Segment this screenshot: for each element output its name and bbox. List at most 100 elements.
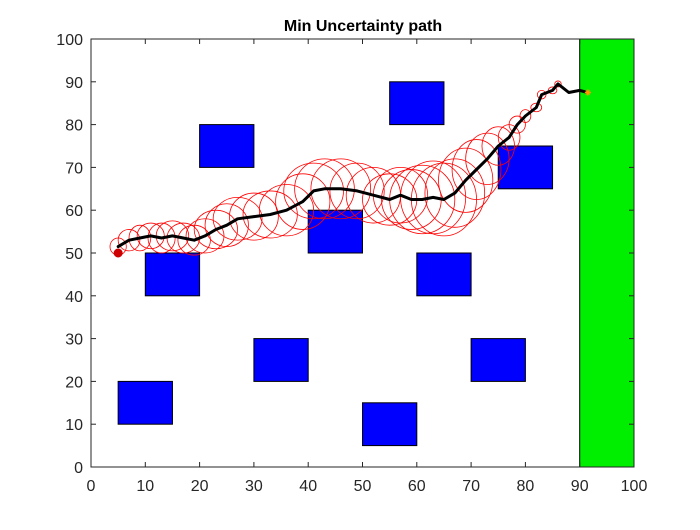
path-point <box>225 223 228 227</box>
y-tick-label: 90 <box>65 75 83 92</box>
chart-title: Min Uncertainty path <box>284 18 442 35</box>
uncertainty-ellipse <box>547 86 558 95</box>
y-tick-label: 40 <box>65 289 83 306</box>
uncertainty-ellipse <box>275 173 331 230</box>
uncertainty-ellipse <box>147 222 176 254</box>
uncertainty-ellipse <box>329 162 385 220</box>
x-tick-label: 60 <box>408 478 426 495</box>
uncertainty-ellipse <box>438 147 494 213</box>
uncertainty-ellipse <box>536 89 547 100</box>
path-point <box>138 236 142 240</box>
path-point <box>464 179 467 182</box>
y-tick-label: 80 <box>65 118 83 135</box>
x-tick-label: 20 <box>191 478 209 495</box>
x-tick-label: 50 <box>354 478 372 495</box>
path-point <box>410 198 413 201</box>
path-point <box>535 106 538 109</box>
uncertainty-ellipse <box>258 184 315 237</box>
obstacle <box>389 81 445 126</box>
y-tick-label: 0 <box>74 460 83 477</box>
goal-region <box>579 39 634 467</box>
uncertainty-ellipse <box>283 162 344 220</box>
uncertainty-ellipse <box>136 222 165 250</box>
obstacle <box>144 252 201 297</box>
path-point <box>312 189 315 193</box>
uncertainty-ellipse <box>177 224 211 256</box>
path-point <box>497 144 500 148</box>
path-point <box>192 238 196 242</box>
path-point <box>372 194 375 197</box>
y-tick-label: 70 <box>65 160 83 177</box>
y-tick-label: 10 <box>65 417 83 434</box>
x-tick-label: 40 <box>299 478 317 495</box>
uncertainty-ellipse <box>530 102 543 113</box>
path-point <box>149 234 152 238</box>
path-point <box>486 157 489 161</box>
obstacle <box>362 402 418 447</box>
path-point <box>453 191 457 195</box>
uncertainty-ellipse <box>481 126 515 166</box>
path-point <box>551 89 554 92</box>
path-point <box>475 168 478 171</box>
path-point <box>127 238 131 242</box>
path-point <box>355 189 359 193</box>
path-point <box>116 245 120 248</box>
uncertainty-ellipse <box>554 80 562 88</box>
x-tick-label: 30 <box>245 478 263 495</box>
uncertainty-ellipse <box>185 218 225 254</box>
x-tick-label: 80 <box>517 478 535 495</box>
path-line <box>116 82 590 249</box>
path-point <box>399 194 402 197</box>
y-tick-label: 30 <box>65 332 83 349</box>
obstacle <box>497 145 554 190</box>
path-point <box>516 123 519 126</box>
uncertainty-ellipse <box>212 196 263 241</box>
y-tick-label: 20 <box>65 374 83 391</box>
uncertainty-ellipse <box>204 203 249 247</box>
obstacle <box>416 252 472 297</box>
path-point <box>203 234 207 238</box>
path-point <box>540 93 543 96</box>
path-point <box>339 187 342 190</box>
start-marker <box>113 248 123 258</box>
uncertainty-ellipse <box>508 115 526 134</box>
obstacle <box>307 209 364 254</box>
path-point <box>236 217 239 220</box>
path-point <box>268 213 272 216</box>
path-point <box>171 234 174 238</box>
path-point <box>182 236 185 240</box>
y-tick-label: 60 <box>65 203 83 220</box>
path-point <box>323 187 326 190</box>
path-point <box>252 215 256 218</box>
uncertainty-ellipse <box>117 229 141 252</box>
path-point <box>578 89 581 92</box>
end-marker <box>584 89 591 96</box>
uncertainty-ellipse <box>451 139 502 200</box>
path-point <box>160 236 163 240</box>
path-point <box>431 196 435 199</box>
uncertainty-ellipse <box>424 158 486 228</box>
uncertainty-ellipse <box>128 224 152 252</box>
x-tick-label: 70 <box>462 478 480 495</box>
uncertainty-ellipse <box>294 158 355 220</box>
path-point <box>388 198 391 201</box>
x-tick-label: 100 <box>621 478 648 495</box>
y-tick-label: 100 <box>56 32 83 49</box>
path-point <box>556 82 560 86</box>
obstacle <box>253 338 309 382</box>
uncertainty-ellipse <box>193 209 239 250</box>
x-tick-label: 0 <box>87 478 96 495</box>
uncertainty-ellipse <box>229 192 279 241</box>
path-point <box>421 198 424 201</box>
path-point <box>301 200 304 203</box>
uncertainty-ellipse <box>519 109 532 123</box>
path-point <box>524 114 527 118</box>
path-point <box>442 198 446 201</box>
x-tick-label: 10 <box>136 478 154 495</box>
path-point <box>567 91 571 94</box>
path-point <box>507 136 511 139</box>
uncertainty-ellipse <box>465 132 510 185</box>
path-point <box>214 228 218 231</box>
